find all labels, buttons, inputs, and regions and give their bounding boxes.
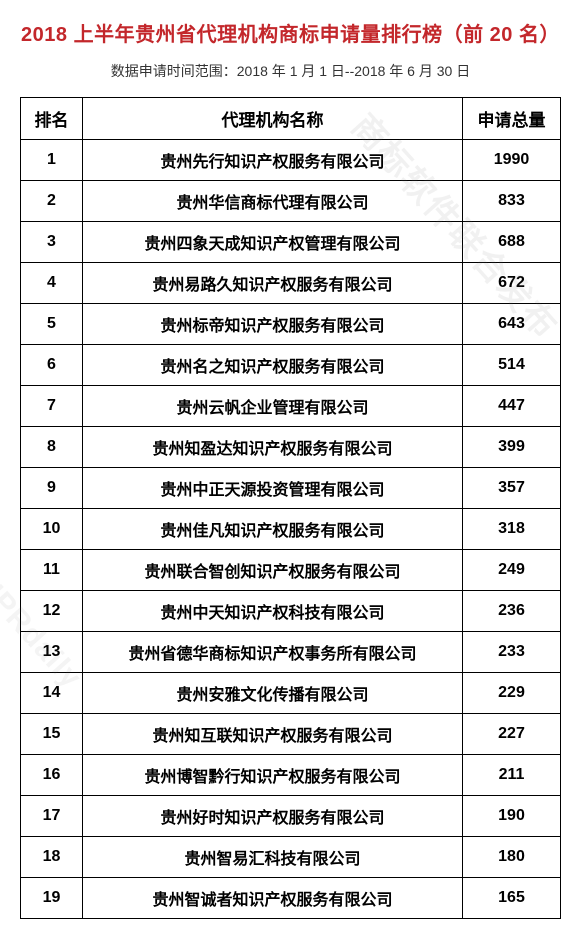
cell-application-count: 688 bbox=[463, 222, 561, 263]
cell-rank: 15 bbox=[21, 714, 83, 755]
table-row: 17贵州好时知识产权服务有限公司190 bbox=[21, 796, 561, 837]
cell-application-count: 211 bbox=[463, 755, 561, 796]
table-row: 2贵州华信商标代理有限公司833 bbox=[21, 181, 561, 222]
cell-agency-name: 贵州四象天成知识产权管理有限公司 bbox=[83, 222, 463, 263]
cell-application-count: 357 bbox=[463, 468, 561, 509]
cell-rank: 11 bbox=[21, 550, 83, 591]
cell-rank: 3 bbox=[21, 222, 83, 263]
cell-application-count: 165 bbox=[463, 878, 561, 919]
cell-rank: 12 bbox=[21, 591, 83, 632]
table-row: 12贵州中天知识产权科技有限公司236 bbox=[21, 591, 561, 632]
cell-rank: 13 bbox=[21, 632, 83, 673]
cell-rank: 9 bbox=[21, 468, 83, 509]
table-row: 3贵州四象天成知识产权管理有限公司688 bbox=[21, 222, 561, 263]
table-row: 15贵州知互联知识产权服务有限公司227 bbox=[21, 714, 561, 755]
cell-application-count: 1990 bbox=[463, 140, 561, 181]
table-row: 11贵州联合智创知识产权服务有限公司249 bbox=[21, 550, 561, 591]
table-row: 4贵州易路久知识产权服务有限公司672 bbox=[21, 263, 561, 304]
cell-agency-name: 贵州先行知识产权服务有限公司 bbox=[83, 140, 463, 181]
table-header-row: 排名 代理机构名称 申请总量 bbox=[21, 98, 561, 140]
date-range-subtitle: 数据申请时间范围：2018 年 1 月 1 日--2018 年 6 月 30 日 bbox=[20, 61, 561, 81]
cell-agency-name: 贵州安雅文化传播有限公司 bbox=[83, 673, 463, 714]
cell-rank: 5 bbox=[21, 304, 83, 345]
table-row: 5贵州标帝知识产权服务有限公司643 bbox=[21, 304, 561, 345]
cell-application-count: 236 bbox=[463, 591, 561, 632]
cell-agency-name: 贵州中正天源投资管理有限公司 bbox=[83, 468, 463, 509]
table-row: 16贵州博智黔行知识产权服务有限公司211 bbox=[21, 755, 561, 796]
cell-application-count: 399 bbox=[463, 427, 561, 468]
table-row: 7贵州云帆企业管理有限公司447 bbox=[21, 386, 561, 427]
cell-application-count: 227 bbox=[463, 714, 561, 755]
cell-agency-name: 贵州联合智创知识产权服务有限公司 bbox=[83, 550, 463, 591]
cell-agency-name: 贵州标帝知识产权服务有限公司 bbox=[83, 304, 463, 345]
cell-application-count: 229 bbox=[463, 673, 561, 714]
cell-agency-name: 贵州智诚者知识产权服务有限公司 bbox=[83, 878, 463, 919]
table-row: 8贵州知盈达知识产权服务有限公司399 bbox=[21, 427, 561, 468]
cell-agency-name: 贵州知盈达知识产权服务有限公司 bbox=[83, 427, 463, 468]
cell-agency-name: 贵州佳凡知识产权服务有限公司 bbox=[83, 509, 463, 550]
cell-agency-name: 贵州中天知识产权科技有限公司 bbox=[83, 591, 463, 632]
table-row: 18贵州智易汇科技有限公司180 bbox=[21, 837, 561, 878]
cell-application-count: 643 bbox=[463, 304, 561, 345]
cell-agency-name: 贵州云帆企业管理有限公司 bbox=[83, 386, 463, 427]
cell-rank: 18 bbox=[21, 837, 83, 878]
cell-agency-name: 贵州博智黔行知识产权服务有限公司 bbox=[83, 755, 463, 796]
cell-rank: 19 bbox=[21, 878, 83, 919]
cell-rank: 2 bbox=[21, 181, 83, 222]
cell-application-count: 233 bbox=[463, 632, 561, 673]
cell-agency-name: 贵州易路久知识产权服务有限公司 bbox=[83, 263, 463, 304]
cell-rank: 4 bbox=[21, 263, 83, 304]
cell-application-count: 514 bbox=[463, 345, 561, 386]
cell-application-count: 447 bbox=[463, 386, 561, 427]
cell-agency-name: 贵州省德华商标知识产权事务所有限公司 bbox=[83, 632, 463, 673]
cell-application-count: 318 bbox=[463, 509, 561, 550]
cell-application-count: 672 bbox=[463, 263, 561, 304]
table-row: 14贵州安雅文化传播有限公司229 bbox=[21, 673, 561, 714]
cell-application-count: 190 bbox=[463, 796, 561, 837]
cell-rank: 17 bbox=[21, 796, 83, 837]
cell-rank: 16 bbox=[21, 755, 83, 796]
cell-rank: 14 bbox=[21, 673, 83, 714]
cell-agency-name: 贵州知互联知识产权服务有限公司 bbox=[83, 714, 463, 755]
ranking-table: 排名 代理机构名称 申请总量 1贵州先行知识产权服务有限公司19902贵州华信商… bbox=[20, 97, 561, 919]
cell-agency-name: 贵州好时知识产权服务有限公司 bbox=[83, 796, 463, 837]
cell-rank: 7 bbox=[21, 386, 83, 427]
cell-application-count: 249 bbox=[463, 550, 561, 591]
table-row: 13贵州省德华商标知识产权事务所有限公司233 bbox=[21, 632, 561, 673]
table-row: 19贵州智诚者知识产权服务有限公司165 bbox=[21, 878, 561, 919]
cell-rank: 10 bbox=[21, 509, 83, 550]
table-row: 10贵州佳凡知识产权服务有限公司318 bbox=[21, 509, 561, 550]
col-header-name: 代理机构名称 bbox=[83, 98, 463, 140]
table-row: 1贵州先行知识产权服务有限公司1990 bbox=[21, 140, 561, 181]
cell-agency-name: 贵州名之知识产权服务有限公司 bbox=[83, 345, 463, 386]
table-row: 9贵州中正天源投资管理有限公司357 bbox=[21, 468, 561, 509]
cell-rank: 1 bbox=[21, 140, 83, 181]
table-row: 6贵州名之知识产权服务有限公司514 bbox=[21, 345, 561, 386]
col-header-rank: 排名 bbox=[21, 98, 83, 140]
page-title: 2018 上半年贵州省代理机构商标申请量排行榜（前 20 名） bbox=[20, 18, 561, 47]
cell-rank: 6 bbox=[21, 345, 83, 386]
cell-rank: 8 bbox=[21, 427, 83, 468]
cell-agency-name: 贵州华信商标代理有限公司 bbox=[83, 181, 463, 222]
cell-application-count: 833 bbox=[463, 181, 561, 222]
cell-application-count: 180 bbox=[463, 837, 561, 878]
col-header-count: 申请总量 bbox=[463, 98, 561, 140]
cell-agency-name: 贵州智易汇科技有限公司 bbox=[83, 837, 463, 878]
